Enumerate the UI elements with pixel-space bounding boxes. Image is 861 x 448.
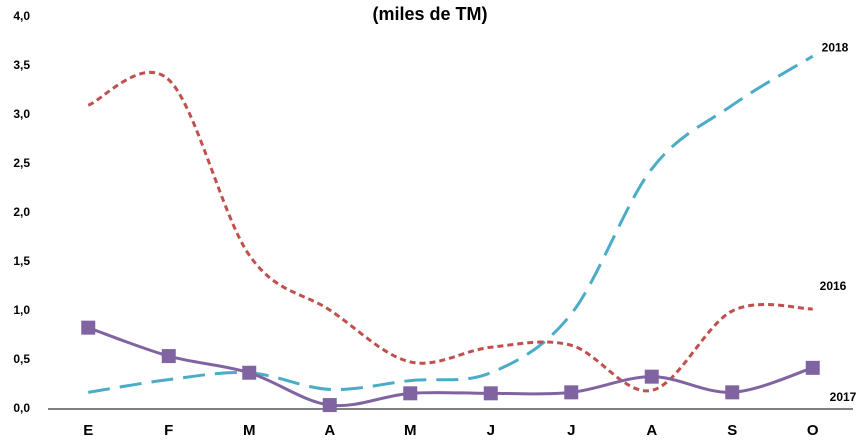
x-tick-label: M [404,422,417,439]
x-tick-label: E [83,422,93,439]
series-line [87,326,814,408]
y-tick-label: 1,5 [13,254,30,268]
marker [564,385,579,400]
marker [725,385,740,400]
series-label: 2016 [820,279,847,293]
y-tick-label: 0,0 [13,401,30,415]
y-tick-label: 2,5 [13,156,30,170]
series-line [87,70,813,393]
y-tick-label: 3,0 [13,107,30,121]
marker [322,398,337,413]
x-tick-label: O [807,422,819,439]
y-tick-label: 1,0 [13,303,30,317]
y-tick-label: 0,5 [13,352,30,366]
marker [644,369,659,384]
x-tick-label: A [646,422,657,439]
marker [483,386,498,401]
y-tick-label: 4,0 [13,9,30,23]
x-tick-label: M [243,422,256,439]
marker [403,386,418,401]
chart-title: (miles de TM) [372,4,487,24]
marker [161,349,176,364]
x-tick-label: A [324,422,335,439]
x-tick-label: S [727,422,737,439]
series-label: 2018 [822,40,849,54]
marker [805,360,820,375]
x-tick-label: J [567,422,575,439]
marker [242,365,257,380]
marker [81,320,96,335]
x-tick-label: F [164,422,173,439]
series-label: 2017 [830,390,857,404]
y-tick-label: 3,5 [13,58,30,72]
y-tick-label: 2,0 [13,205,30,219]
series-line [88,54,814,394]
x-tick-label: J [487,422,495,439]
